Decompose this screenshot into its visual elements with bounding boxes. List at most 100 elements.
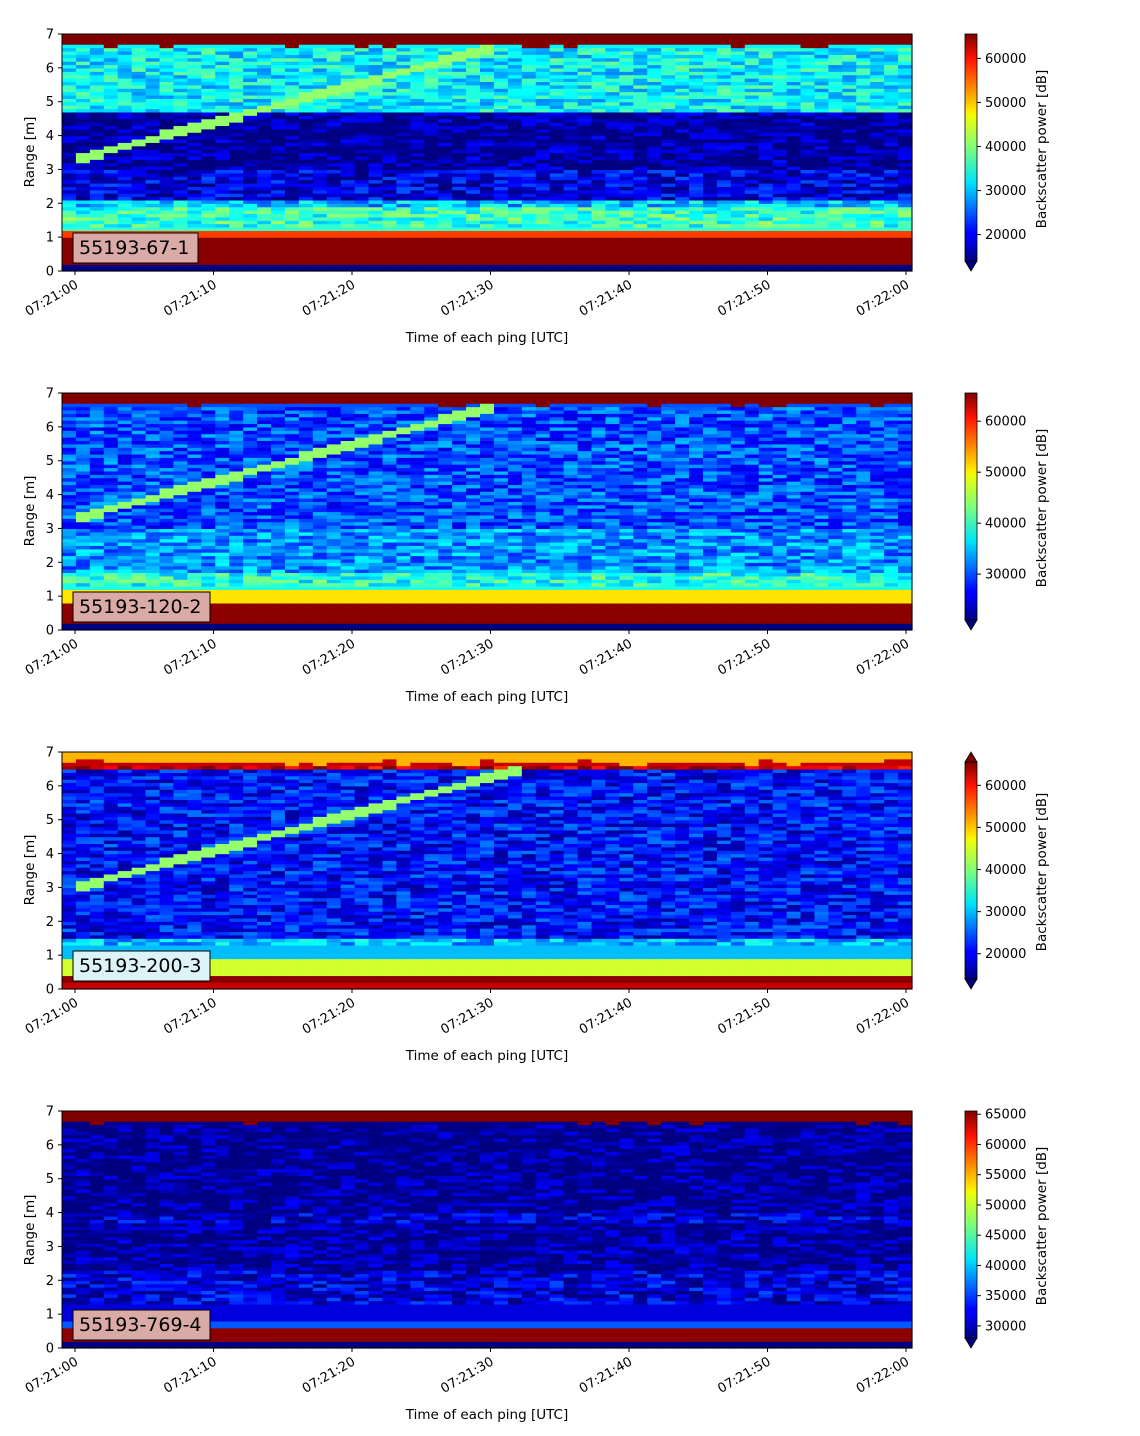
heatmap-cell: [215, 145, 230, 150]
heatmap-cell: [563, 71, 579, 76]
heatmap-cell: [145, 88, 161, 93]
heatmap-cell: [549, 88, 565, 93]
heatmap-cell: [215, 115, 230, 120]
heatmap-cell: [563, 176, 579, 181]
heatmap-cell: [577, 152, 593, 157]
heatmap-cell: [103, 159, 119, 164]
heatmap-cell: [563, 169, 579, 174]
heatmap-cell: [466, 226, 481, 231]
heatmap-cell: [354, 213, 370, 218]
heatmap-cell: [605, 138, 620, 143]
heatmap-cell: [466, 182, 481, 187]
heatmap-cell: [549, 176, 565, 181]
heatmap-cell: [549, 37, 565, 42]
heatmap-cell: [271, 78, 286, 82]
heatmap-cell: [507, 138, 523, 143]
heatmap-cell: [452, 186, 467, 191]
heatmap-cell: [410, 111, 425, 116]
heatmap-cell: [605, 145, 620, 150]
heatmap-cell: [507, 196, 523, 201]
heatmap-cell: [103, 213, 119, 218]
heatmap-cell: [591, 196, 607, 201]
heatmap-cell: [438, 78, 453, 82]
heatmap-cell: [354, 199, 370, 204]
heatmap-cell: [271, 101, 286, 106]
heatmap-cell: [480, 250, 495, 255]
heatmap-cell: [131, 393, 147, 397]
heatmap-cell: [103, 132, 119, 137]
heatmap-cell: [410, 50, 425, 55]
heatmap-cell: [326, 138, 342, 143]
heatmap-cell: [89, 108, 105, 113]
heatmap-cell: [438, 71, 453, 76]
heatmap-cell: [591, 216, 607, 221]
heatmap-cell: [521, 233, 537, 238]
heatmap-cell: [424, 237, 439, 242]
heatmap-cell: [577, 240, 593, 245]
heatmap-cell: [312, 145, 328, 150]
heatmap-cell: [563, 189, 579, 194]
heatmap-cell: [312, 260, 328, 265]
heatmap-cell: [549, 145, 565, 150]
heatmap-cell: [438, 142, 453, 147]
heatmap-cell: [438, 125, 453, 130]
heatmap-cell: [243, 47, 258, 52]
heatmap-cell: [521, 138, 537, 143]
heatmap-cell: [452, 237, 467, 242]
heatmap-cell: [480, 84, 495, 89]
heatmap-cell: [452, 74, 467, 79]
heatmap-cell: [591, 71, 607, 76]
heatmap-cell: [215, 189, 230, 194]
heatmap-cell: [215, 169, 230, 174]
heatmap-cell: [549, 203, 565, 208]
heatmap-cell: [605, 34, 620, 38]
heatmap-cell: [298, 152, 314, 157]
heatmap-cell: [605, 254, 620, 259]
heatmap-cell: [549, 40, 565, 45]
heatmap-cell: [131, 81, 147, 86]
heatmap-cell: [452, 122, 467, 127]
heatmap-cell: [480, 40, 495, 45]
heatmap-cell: [298, 196, 314, 201]
heatmap-cell: [62, 84, 77, 89]
heatmap-cell: [577, 169, 593, 174]
heatmap-cell: [117, 37, 133, 42]
heatmap-cell: [521, 260, 537, 265]
heatmap-cell: [535, 67, 551, 72]
heatmap-cell: [326, 54, 342, 59]
heatmap-cell: [145, 125, 161, 130]
heatmap-cell: [257, 260, 272, 265]
heatmap-cell: [75, 230, 91, 235]
heatmap-cell: [75, 179, 91, 184]
heatmap-cell: [340, 264, 356, 269]
x-tick-label: 07:21:50: [715, 277, 773, 319]
heatmap-cell: [117, 74, 133, 79]
heatmap-cell: [549, 260, 565, 265]
heatmap-cell: [507, 189, 523, 194]
heatmap-cell: [466, 128, 481, 133]
heatmap-cell: [549, 47, 565, 52]
heatmap-cell: [493, 250, 509, 255]
heatmap-cell: [368, 247, 384, 252]
heatmap-cell: [173, 47, 189, 52]
heatmap-cell: [424, 34, 439, 38]
heatmap-cell: [368, 172, 384, 177]
heatmap-cell: [159, 264, 175, 269]
heatmap-cell: [493, 233, 509, 238]
heatmap-cell: [312, 247, 328, 252]
heatmap-cell: [103, 88, 119, 93]
heatmap-cell: [354, 250, 370, 255]
heatmap-cell: [340, 260, 356, 265]
heatmap-cell: [62, 78, 77, 82]
heatmap-cell: [535, 169, 551, 174]
heatmap-cell: [103, 152, 119, 157]
heatmap-cell: [201, 101, 216, 106]
heatmap-cell: [284, 91, 300, 96]
heatmap-cell: [521, 243, 537, 248]
heatmap-cell: [549, 216, 565, 221]
heatmap-cell: [229, 193, 244, 198]
heatmap-cell: [103, 189, 119, 194]
heatmap-cell: [493, 37, 509, 42]
heatmap-cell: [312, 34, 328, 38]
heatmap-cell: [591, 179, 607, 184]
